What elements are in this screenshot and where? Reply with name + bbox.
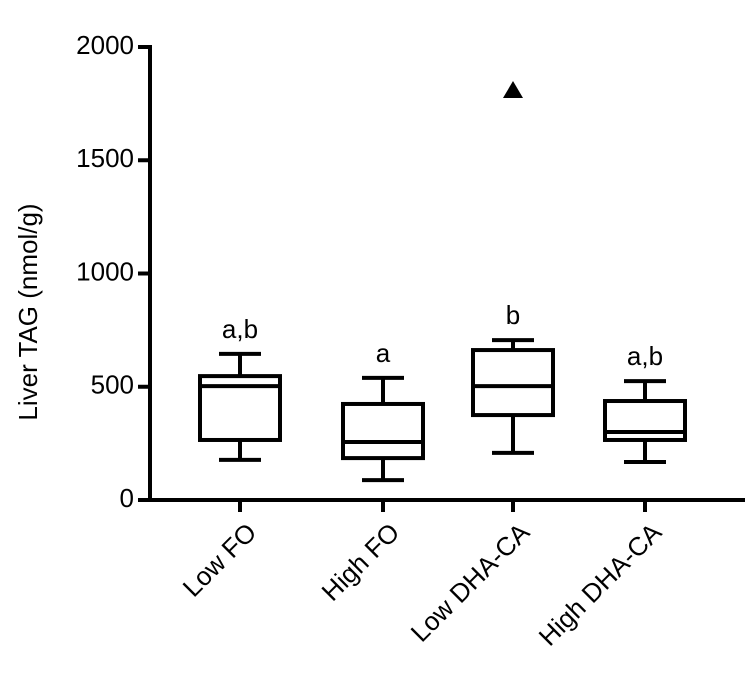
- x-tick-label: Low DHA-CA: [405, 517, 536, 648]
- annotation: a,b: [627, 341, 663, 371]
- box: [198, 374, 282, 442]
- box: [471, 348, 555, 418]
- x-tick-label: Low FO: [177, 517, 263, 603]
- x-tick-label: High DHA-CA: [533, 517, 668, 652]
- y-tick-label: 500: [91, 370, 134, 400]
- box: [603, 399, 687, 442]
- outlier: [503, 81, 523, 99]
- y-axis-label: Liver TAG (nmol/g): [13, 203, 43, 420]
- annotation: b: [506, 300, 520, 330]
- y-tick-label: 2000: [76, 30, 134, 60]
- y-tick-label: 0: [120, 483, 134, 513]
- x-tick-label: High FO: [316, 517, 406, 607]
- box: [341, 401, 425, 461]
- y-tick-label: 1500: [76, 143, 134, 173]
- annotation: a: [376, 338, 391, 368]
- annotation: a,b: [222, 314, 258, 344]
- y-tick-label: 1000: [76, 256, 134, 286]
